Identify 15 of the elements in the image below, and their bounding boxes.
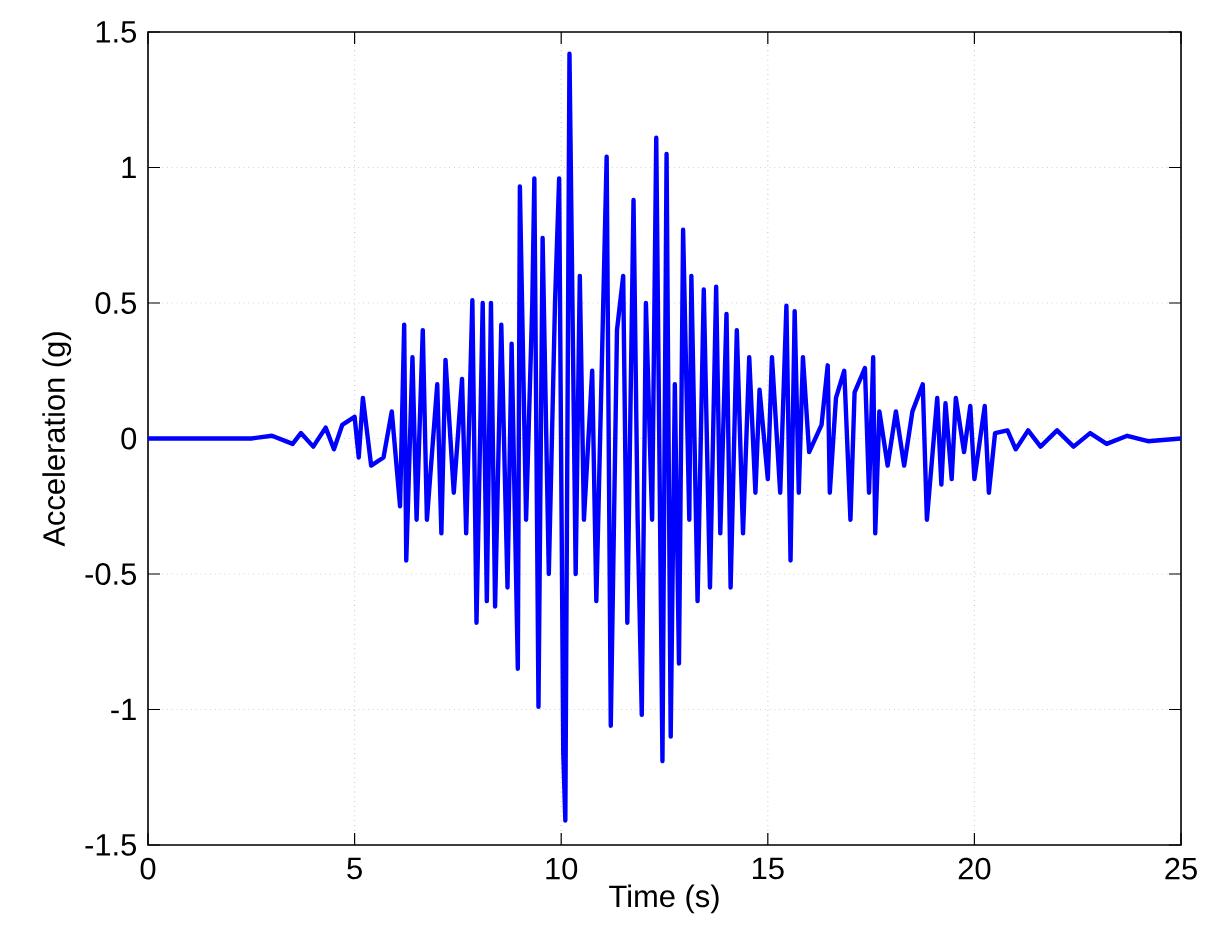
- y-tick-label: -1: [111, 698, 136, 721]
- y-tick-label: 0.5: [95, 292, 137, 314]
- x-axis-title: Time (s): [609, 884, 719, 914]
- x-tick-label: 25: [1165, 857, 1197, 880]
- y-tick-label: 0: [121, 427, 137, 450]
- x-tick-label: 10: [546, 857, 578, 880]
- x-tick-label: 0: [140, 857, 156, 880]
- y-tick-label: 1: [122, 156, 136, 179]
- y-tick-label: -0.5: [85, 563, 137, 585]
- x-tick-label: 20: [958, 857, 991, 880]
- y-axis-title: Acceleration (g): [42, 332, 72, 547]
- x-tick-label: 5: [347, 857, 362, 880]
- y-tick-label: 1.5: [96, 21, 137, 43]
- y-tick-label: -1.5: [85, 834, 137, 856]
- x-tick-label: 15: [752, 857, 784, 880]
